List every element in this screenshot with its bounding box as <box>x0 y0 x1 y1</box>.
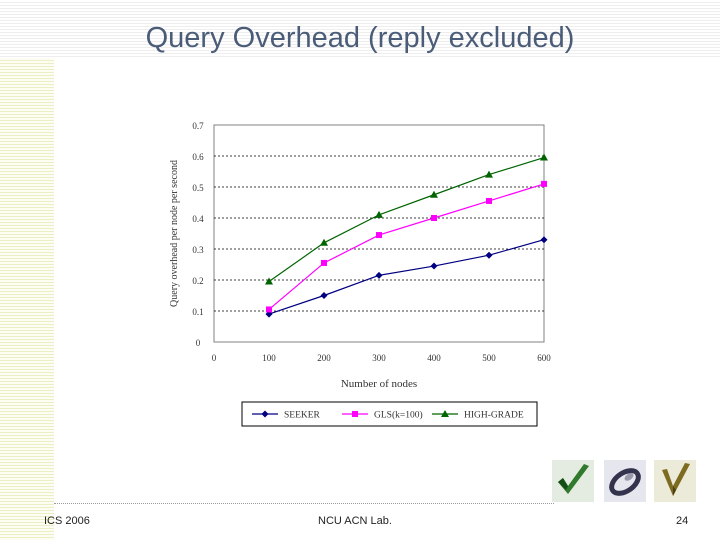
y-tick-label: 0.4 <box>192 214 204 224</box>
data-point-gls-k-100 <box>486 197 492 204</box>
x-tick-label: 600 <box>537 353 551 363</box>
series-line-high-grade <box>268 156 545 283</box>
footer-divider <box>54 503 554 504</box>
legend-marker-seeker <box>261 410 269 418</box>
y-axis-label: Query overhead per node per second <box>169 160 180 307</box>
data-point-high-grade <box>265 277 273 285</box>
header-stripe <box>0 0 720 58</box>
checkmark-logo-icon <box>552 460 594 502</box>
y-tick-label: 0.5 <box>192 183 204 193</box>
y-tick-label: 0.6 <box>192 152 204 162</box>
y-tick-label: 0.2 <box>192 276 203 286</box>
y-tick-label: 0.7 <box>192 121 204 131</box>
x-tick-label: 400 <box>427 353 441 363</box>
data-point-high-grade <box>430 190 438 198</box>
data-point-gls-k-100 <box>541 180 547 187</box>
x-tick-label: 200 <box>317 353 331 363</box>
data-point-seeker <box>430 262 438 270</box>
logo-strip <box>548 460 700 506</box>
data-point-gls-k-100 <box>431 215 437 221</box>
series-line-seeker <box>268 239 545 315</box>
sidebar-stripe <box>0 58 54 540</box>
chart: 0 0.1 0.2 0.3 0.4 0.5 0.6 0.7 0 100 200 300 400 500 60… <box>160 110 560 435</box>
chart-svg: 0 0.1 0.2 0.3 0.4 0.5 0.6 0.7 0 100 200 300 400 500 60… <box>169 121 551 427</box>
y-tick-label: 0 <box>196 338 201 348</box>
legend-label-high-grade: HIGH-GRADE <box>464 411 524 421</box>
legend-marker-gls-k-100 <box>352 411 358 417</box>
data-point-gls-k-100 <box>321 259 327 266</box>
data-point-seeker <box>375 271 383 279</box>
data-point-high-grade <box>485 170 493 178</box>
x-tick-label: 0 <box>212 353 217 363</box>
legend-label-gls-k-100: GLS(k=100) <box>374 410 423 421</box>
page-number: 24 <box>676 515 689 527</box>
legend-marker-high-grade <box>441 410 449 417</box>
footer-lab: NCU ACN Lab. <box>318 515 392 527</box>
data-point-seeker <box>320 292 328 299</box>
y-tick-label: 0.1 <box>192 307 203 317</box>
v-logo-icon <box>654 460 696 502</box>
footer-conference: ICS 2006 <box>44 515 90 527</box>
y-tick-label: 0.3 <box>192 245 204 255</box>
legend-box <box>241 401 538 427</box>
data-point-gls-k-100 <box>376 232 382 239</box>
x-tick-label: 100 <box>262 353 276 363</box>
series-line-gls-k-100 <box>268 183 545 310</box>
legend-label-seeker: SEEKER <box>284 411 321 421</box>
ring-logo-icon <box>604 460 646 502</box>
data-point-seeker <box>540 236 548 244</box>
data-point-seeker <box>485 251 493 259</box>
x-tick-label: 500 <box>482 353 496 363</box>
data-point-high-grade <box>375 210 383 218</box>
data-point-high-grade <box>320 238 328 246</box>
slide-title: Query Overhead (reply excluded) <box>145 22 575 54</box>
x-axis-label: Number of nodes <box>341 378 417 390</box>
x-tick-label: 300 <box>372 353 386 363</box>
data-point-high-grade <box>540 153 548 161</box>
data-point-gls-k-100 <box>266 306 272 313</box>
